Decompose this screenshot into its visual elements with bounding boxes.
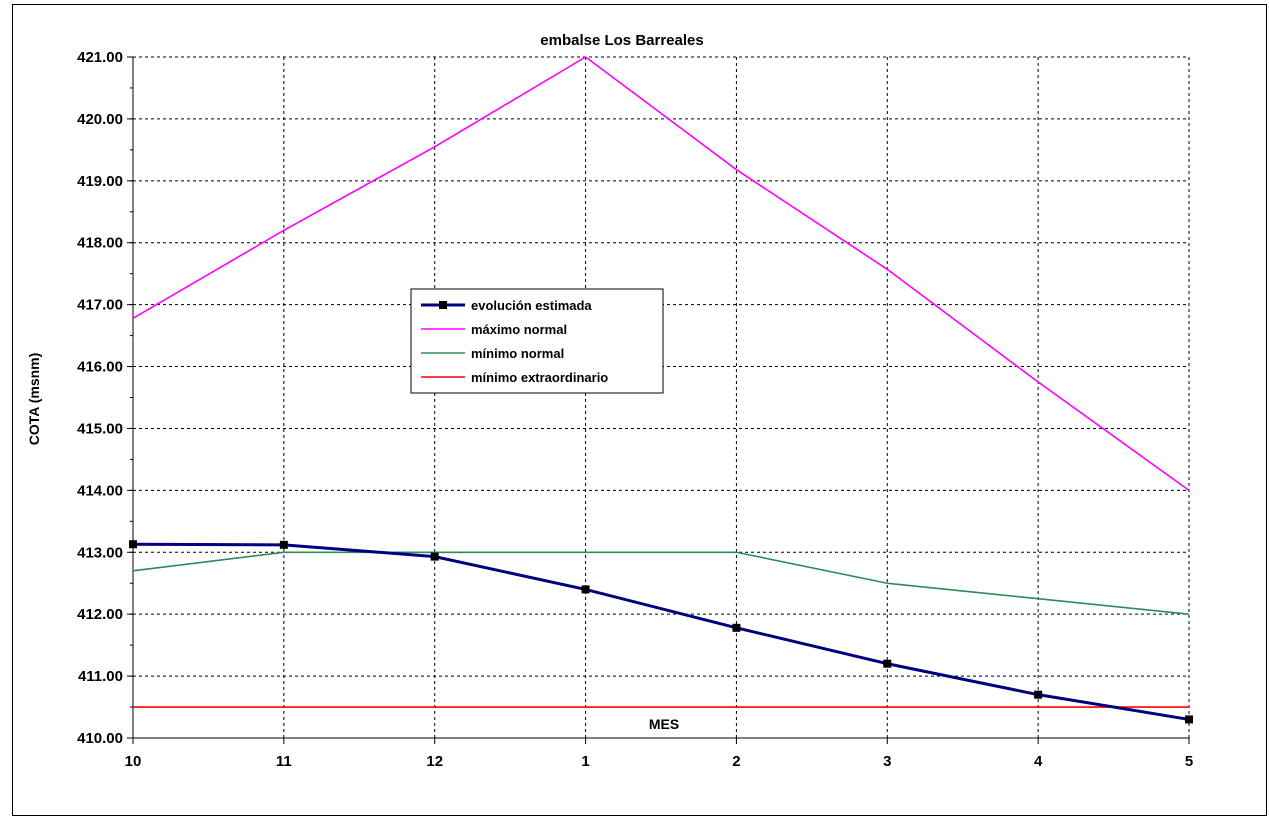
y-tick-label: 418.00 — [77, 235, 123, 252]
y-tick-label: 416.00 — [77, 359, 123, 376]
chart-title: embalse Los Barreales — [540, 32, 703, 49]
data-point-marker — [732, 623, 741, 632]
data-point-marker — [1034, 690, 1043, 699]
x-tick-label: 3 — [883, 753, 891, 770]
y-tick-label: 417.00 — [77, 297, 123, 314]
legend-label: mínimo normal — [471, 346, 564, 361]
series-line-0 — [132, 542, 1190, 721]
data-point-marker — [430, 552, 439, 561]
series-line-2 — [132, 551, 1190, 615]
y-tick-label: 420.00 — [77, 111, 123, 128]
data-point-marker — [129, 540, 137, 549]
line-chart: embalse Los Barreales 410.00 411.00 412.00… — [26, 32, 1193, 770]
legend: evolución estimada máximo normal mínimo no… — [410, 288, 664, 394]
x-tick-label: 1 — [581, 753, 589, 770]
data-point-marker — [581, 585, 590, 594]
y-tick-label: 419.00 — [77, 173, 123, 190]
legend-label: mínimo extraordinario — [471, 370, 608, 385]
series-lines — [129, 56, 1193, 724]
tick-labels: 410.00 411.00 412.00 413.00 414.00 415.00 416.… — [77, 49, 1193, 770]
x-tick-label: 12 — [426, 753, 443, 770]
chart-frame: embalse Los Barreales 410.00 411.00 412.00… — [12, 4, 1267, 816]
y-tick-label: 421.00 — [77, 49, 123, 66]
y-tick-label: 411.00 — [78, 668, 123, 685]
axes — [127, 56, 1190, 744]
x-axis-title: MES — [649, 716, 679, 732]
legend-label: máximo normal — [471, 322, 567, 337]
y-tick-label: 413.00 — [77, 544, 123, 561]
data-point-marker — [279, 540, 288, 549]
y-axis-title: COTA (msnm) — [26, 353, 42, 446]
data-point-marker — [883, 659, 892, 668]
x-tick-label: 5 — [1185, 753, 1193, 770]
series-line-1 — [132, 56, 1190, 492]
x-tick-label: 10 — [125, 753, 142, 770]
x-tick-label: 11 — [276, 753, 292, 770]
legend-marker — [439, 301, 447, 309]
grid — [133, 56, 1190, 738]
y-tick-label: 412.00 — [77, 606, 123, 623]
y-tick-label: 410.00 — [77, 730, 123, 747]
legend-label: evolución estimada — [471, 298, 592, 313]
x-tick-label: 4 — [1034, 753, 1043, 770]
x-tick-label: 2 — [732, 753, 740, 770]
y-tick-label: 414.00 — [77, 482, 123, 499]
y-tick-label: 415.00 — [77, 420, 123, 437]
data-point-marker — [1185, 715, 1193, 724]
